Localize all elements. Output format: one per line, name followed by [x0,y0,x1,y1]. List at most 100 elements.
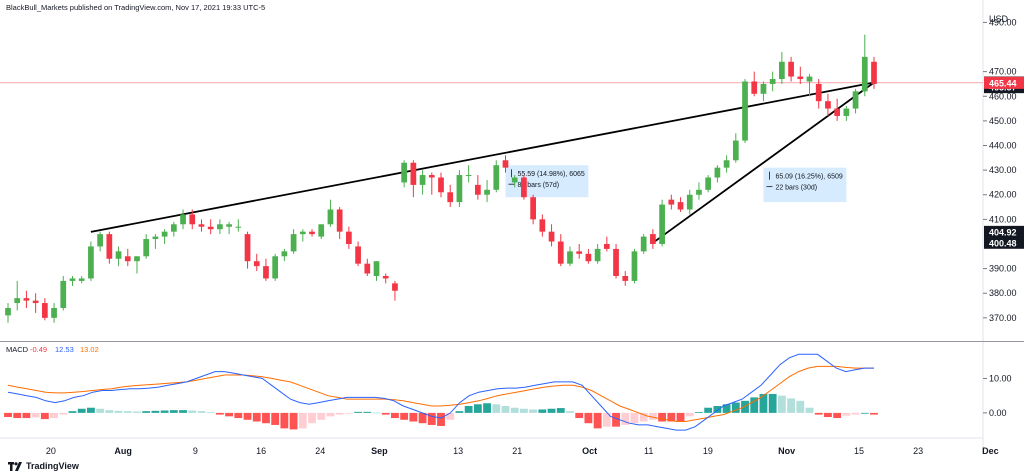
candle-body [170,224,177,232]
tradingview-brand[interactable]: TradingView [8,461,79,471]
macd-histogram-bar [768,393,777,413]
macd-histogram-bar [437,412,445,426]
price-badge-bg [984,225,1024,238]
candle [465,165,472,183]
candle [152,234,159,249]
macd-histogram-bar [215,412,224,415]
tradingview-logo-icon [8,461,22,471]
candle-body [769,79,776,84]
candle-body [152,236,159,240]
candle [373,261,380,281]
time-tick-label: 24 [315,446,325,456]
macd-histogram-bar [400,412,409,420]
candle [650,229,656,249]
candle-body [640,236,647,252]
candle [852,88,859,114]
price-tick-label: 370.00 [989,313,1017,323]
candle [69,275,76,286]
macd-histogram-bar [796,400,805,413]
candle [521,175,527,200]
macd-histogram-bar [685,412,694,417]
candle [806,74,813,97]
candle-body [428,175,435,178]
macd-histogram-bar [870,412,878,415]
candle [613,243,619,279]
macd-histogram-bar [492,404,501,413]
price-tick-label: 460.00 [989,91,1017,101]
time-tick-label: 11 [644,446,653,456]
macd-histogram-bar [344,412,353,414]
candle-body [484,189,490,195]
candle [78,275,85,284]
candle [502,155,509,173]
macd-histogram-bar [446,412,455,420]
candle [843,106,850,121]
candle [392,280,398,301]
candle [428,172,435,195]
macd-histogram-bar [427,412,436,425]
macd-histogram-bar [59,412,68,415]
macd-histogram-bar [206,412,215,413]
macd-histogram-bar [243,412,252,420]
macd-histogram-bar [750,397,759,413]
candle [207,219,214,235]
macd-histogram-bar [519,408,528,413]
candle-body [742,81,748,141]
macd-histogram-bar [805,407,814,413]
candle [594,243,601,264]
candle-body [871,61,877,84]
macd-histogram-bar [225,412,234,417]
candle [290,229,297,254]
candle [751,71,758,97]
macd-histogram-bar [483,403,491,413]
macd-histogram-bar [630,412,639,424]
candle [576,243,583,259]
candle-body [585,253,592,262]
candle-body [603,243,610,249]
candle-body [106,234,113,259]
macd-histogram-bar [105,410,114,413]
candle-body [521,177,527,198]
candle [170,221,177,237]
candle [23,290,30,308]
macd-histogram-bar [326,412,335,417]
candle-body [788,61,794,77]
macd-histogram-bar [13,412,22,419]
candle-body [180,214,186,225]
candle [447,184,454,208]
macd-histogram-bar [501,406,510,413]
macd-histogram-bar [40,412,49,420]
candle [124,248,131,267]
candle [346,226,352,249]
macd-histogram-bar [529,409,538,413]
price-badge: 400.48 [984,236,1024,249]
price-tick-label: 430.00 [989,165,1017,175]
candle-body [115,251,122,259]
price-badge: 465.44 [984,76,1024,89]
candle-body [401,162,408,183]
candle [382,273,389,284]
candle [705,175,712,193]
candle-body [659,204,665,244]
macd-histogram-bar [842,412,851,416]
candle-body [23,298,30,301]
candle [484,179,490,203]
candle [825,93,831,116]
candle [640,234,647,254]
candle-body [364,263,371,274]
candle-body [161,231,168,237]
macd-histogram-bar [317,412,326,420]
time-tick-label: Dec [982,446,999,456]
candle-body [732,140,739,161]
candle [603,236,610,252]
price-badge-label: 465.44 [989,78,1017,88]
candle [115,246,122,267]
candle-body [51,307,57,318]
candle-body [318,224,325,237]
candle [696,182,702,200]
measure-label-range: 55.59 (14.98%), 6065 [517,171,584,178]
candle-body [207,226,214,230]
macd-histogram-bar [510,407,519,413]
